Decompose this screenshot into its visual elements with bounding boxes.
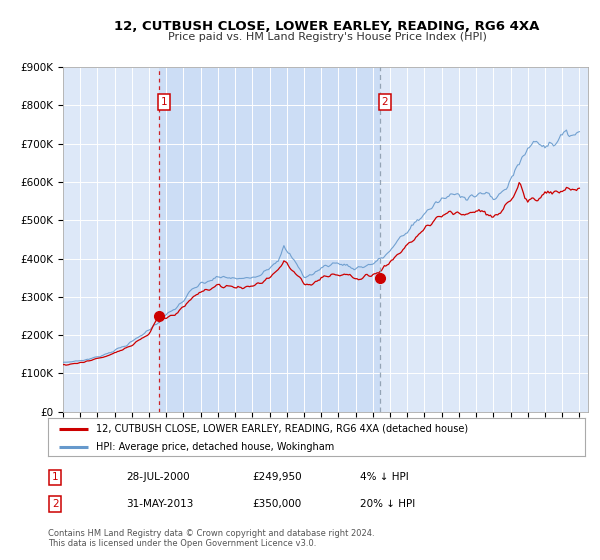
Text: £249,950: £249,950 [252, 472, 302, 482]
Bar [159, 67, 380, 412]
Text: 4% ↓ HPI: 4% ↓ HPI [360, 472, 409, 482]
Text: 28-JUL-2000: 28-JUL-2000 [126, 472, 190, 482]
Text: 1: 1 [161, 97, 167, 106]
Text: 12, CUTBUSH CLOSE, LOWER EARLEY, READING, RG6 4XA: 12, CUTBUSH CLOSE, LOWER EARLEY, READING… [115, 20, 539, 32]
Text: Contains HM Land Registry data © Crown copyright and database right 2024.: Contains HM Land Registry data © Crown c… [48, 529, 374, 538]
Text: This data is licensed under the Open Government Licence v3.0.: This data is licensed under the Open Gov… [48, 539, 316, 548]
Text: Price paid vs. HM Land Registry's House Price Index (HPI): Price paid vs. HM Land Registry's House … [167, 32, 487, 43]
Text: 2: 2 [52, 499, 59, 509]
Text: 1: 1 [52, 472, 59, 482]
Text: 20% ↓ HPI: 20% ↓ HPI [360, 499, 415, 509]
Text: 31-MAY-2013: 31-MAY-2013 [126, 499, 193, 509]
Text: 2: 2 [382, 97, 388, 106]
Text: £350,000: £350,000 [252, 499, 301, 509]
Text: HPI: Average price, detached house, Wokingham: HPI: Average price, detached house, Woki… [97, 442, 335, 452]
Text: 12, CUTBUSH CLOSE, LOWER EARLEY, READING, RG6 4XA (detached house): 12, CUTBUSH CLOSE, LOWER EARLEY, READING… [97, 424, 469, 434]
